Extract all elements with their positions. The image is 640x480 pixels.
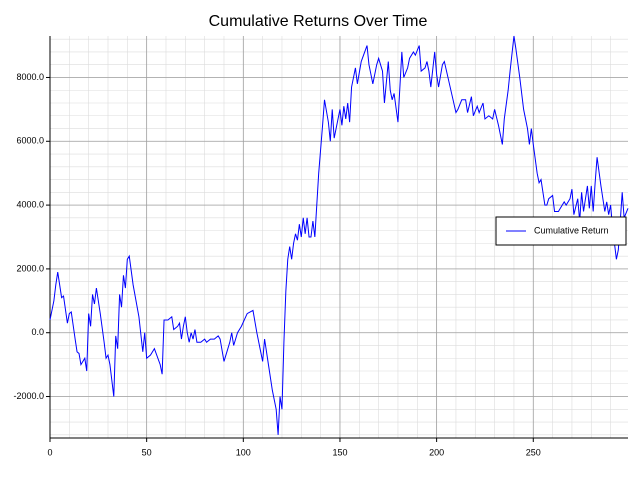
y-tick-label: 6000.0 <box>16 136 44 146</box>
legend: Cumulative Return <box>495 216 627 246</box>
x-tick-label: 0 <box>47 447 52 457</box>
x-tick-label: 50 <box>142 447 152 457</box>
y-tick-label: 0.0 <box>31 327 44 337</box>
y-tick-label: -2000.0 <box>13 391 44 401</box>
chart-title: Cumulative Returns Over Time <box>209 13 428 30</box>
y-tick-label: 4000.0 <box>16 199 44 209</box>
y-tick-label: 2000.0 <box>16 263 44 273</box>
x-tick-label: 250 <box>526 447 541 457</box>
y-tick-label: 8000.0 <box>16 72 44 82</box>
x-tick-label: 200 <box>429 447 444 457</box>
legend-label: Cumulative Return <box>534 225 609 235</box>
data-line <box>49 35 629 435</box>
x-tick-label: 150 <box>332 447 347 457</box>
x-tick-label: 100 <box>236 447 251 457</box>
